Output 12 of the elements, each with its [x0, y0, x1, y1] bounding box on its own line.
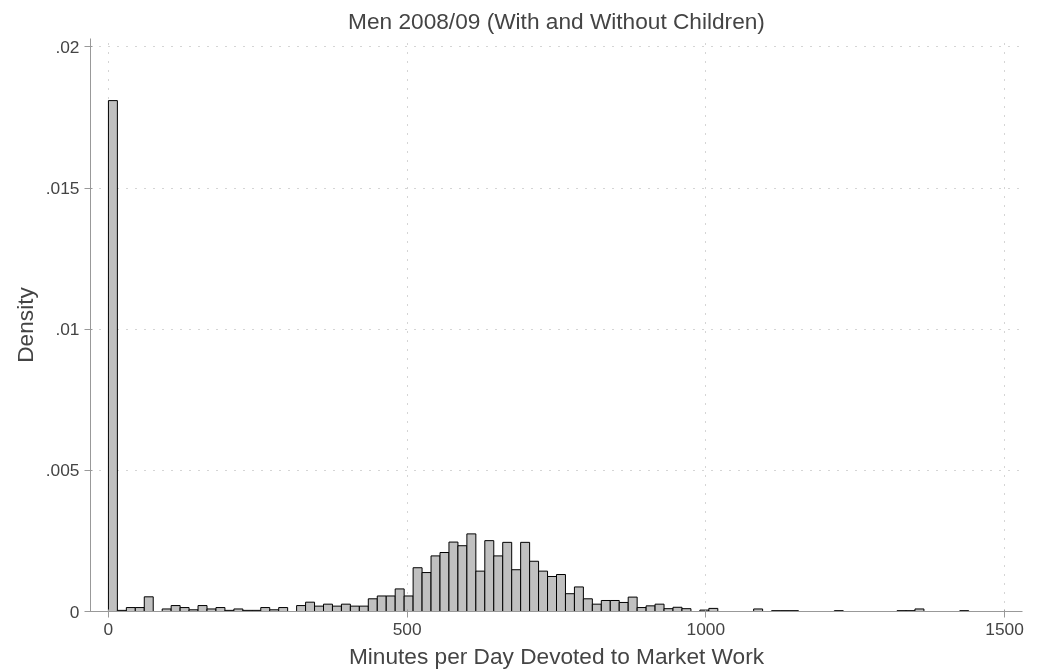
chart-title: Men 2008/09 (With and Without Children) [348, 7, 765, 34]
y-axis-title: Density [11, 286, 38, 363]
y-tick-label: .01 [55, 319, 80, 340]
x-tick-label: 1500 [985, 618, 1024, 639]
y-tick-label: .015 [45, 178, 80, 199]
y-tick-label: .02 [55, 36, 80, 57]
y-tick-label: .005 [45, 460, 80, 481]
x-tick-label: 0 [103, 618, 114, 639]
x-tick-label: 1000 [686, 618, 726, 639]
y-tick-label: 0 [69, 601, 80, 622]
x-tick-label: 500 [392, 618, 422, 639]
x-axis-title: Minutes per Day Devoted to Market Work [348, 642, 765, 669]
